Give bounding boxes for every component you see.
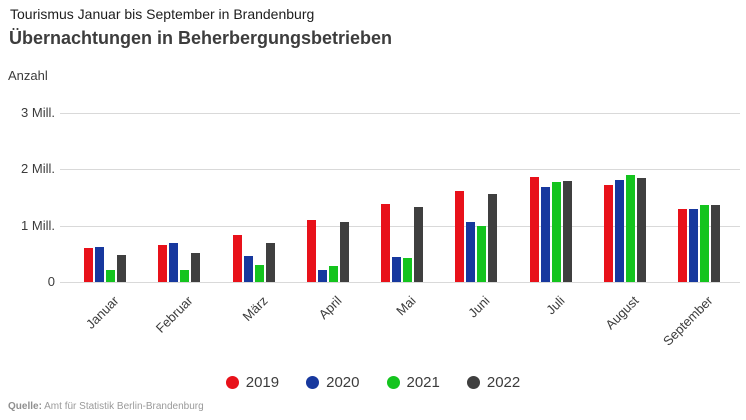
x-axis-line	[60, 282, 740, 283]
bar-2019-märz	[233, 235, 242, 282]
y-axis-tick-label: 3 Mill.	[21, 105, 55, 121]
source-note: Quelle: Amt für Statistik Berlin-Branden…	[8, 401, 204, 412]
bar-2020-februar	[169, 243, 178, 282]
bar-2021-juli	[552, 182, 561, 282]
bar-2019-april	[307, 220, 316, 282]
legend-label: 2020	[326, 374, 360, 391]
bar-2021-april	[329, 266, 338, 282]
legend-color-dot	[386, 376, 400, 389]
bar-2019-januar	[84, 248, 93, 282]
bar-2022-juni	[488, 194, 497, 282]
x-axis-label: März	[239, 293, 271, 325]
bar-2021-märz	[255, 265, 264, 282]
bar-2020-august	[615, 180, 624, 282]
bar-2021-februar	[180, 270, 189, 282]
x-axis-label: Juni	[465, 293, 493, 321]
chart-legend: 2019 2020 2021 2022	[0, 374, 746, 391]
gridline	[60, 169, 740, 171]
bar-2021-september	[700, 205, 709, 282]
legend-color-dot	[306, 376, 320, 389]
page-title: Übernachtungen in Beherbergungsbetrieben	[9, 28, 393, 48]
bar-2022-mai	[414, 207, 423, 282]
bar-2019-august	[604, 185, 613, 282]
source-label: Quelle:	[8, 401, 42, 412]
y-axis-title: Anzahl	[8, 68, 48, 83]
legend-item-2022: 2022	[466, 374, 521, 391]
x-axis-label: Juli	[542, 293, 568, 318]
bar-2020-juni	[466, 222, 475, 282]
bar-2021-august	[626, 175, 635, 282]
x-axis-label: September	[660, 293, 716, 349]
bar-2021-januar	[106, 270, 115, 282]
bar-2020-april	[318, 270, 327, 282]
bar-2022-juli	[563, 181, 572, 282]
x-axis-label: Februar	[153, 293, 196, 336]
bar-2022-märz	[266, 243, 275, 282]
legend-label: 2022	[486, 374, 521, 391]
legend-color-dot	[225, 376, 239, 389]
y-axis-tick-label: 2 Mill.	[21, 161, 55, 177]
bar-2019-juni	[455, 191, 464, 282]
bar-2020-märz	[244, 256, 253, 282]
legend-color-dot	[466, 376, 480, 389]
bar-2020-januar	[95, 247, 104, 282]
legend-label: 2021	[406, 374, 440, 391]
bar-2019-mai	[381, 204, 390, 282]
bar-2022-august	[637, 178, 646, 282]
bar-2022-september	[711, 205, 720, 282]
y-axis-tick-label: 0	[47, 274, 55, 289]
bar-2019-september	[678, 209, 687, 282]
legend-item-2020: 2020	[306, 374, 360, 391]
bar-2022-februar	[191, 253, 200, 282]
bar-2021-juni	[477, 226, 486, 282]
bar-2021-mai	[403, 258, 412, 282]
source-text: Amt für Statistik Berlin-Brandenburg	[44, 401, 204, 412]
gridline	[60, 113, 740, 115]
legend-label: 2019	[245, 374, 280, 391]
bar-2019-februar	[158, 245, 167, 282]
bar-2019-juli	[530, 177, 539, 282]
legend-item-2021: 2021	[386, 374, 440, 391]
bar-2020-juli	[541, 187, 550, 282]
bar-2022-januar	[117, 255, 126, 282]
chart-subtitle: Tourismus Januar bis September in Brande…	[10, 6, 315, 22]
bar-2020-september	[689, 209, 698, 282]
bar-2022-april	[340, 222, 349, 282]
gridline	[60, 225, 740, 227]
y-axis-tick-label: 1 Mill.	[21, 217, 55, 233]
legend-item-2019: 2019	[225, 374, 280, 391]
bar-2020-mai	[392, 257, 401, 282]
